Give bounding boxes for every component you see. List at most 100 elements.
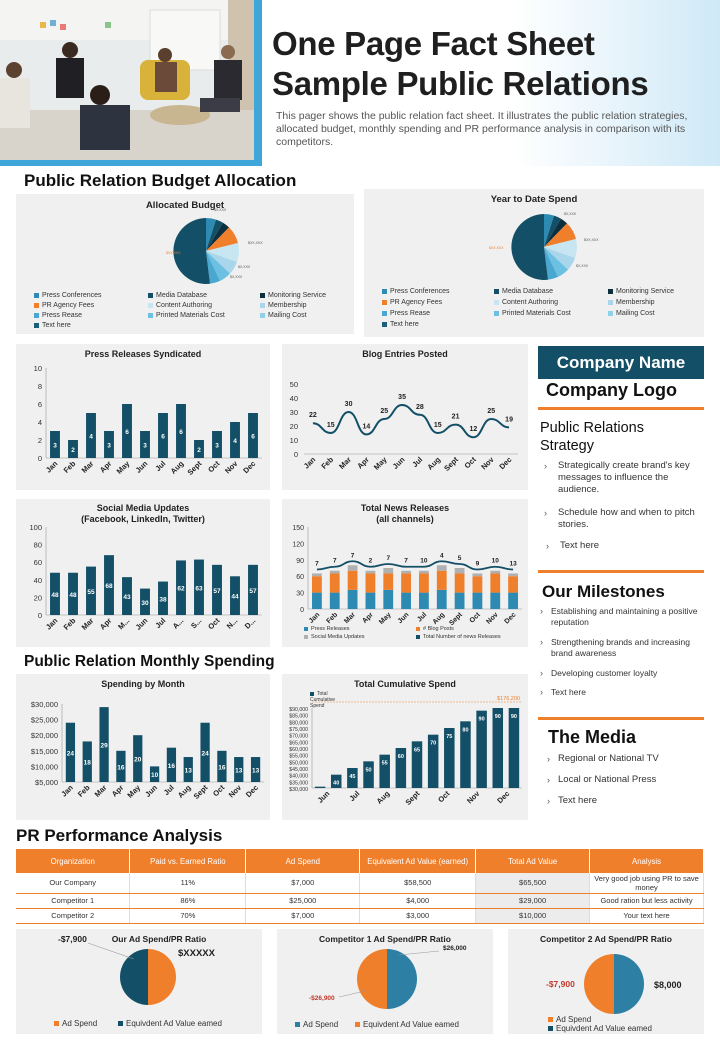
media-item: › Text here [547,795,598,806]
x-tick-label: Dec [495,789,511,805]
x-tick-label: Jun [134,459,150,475]
x-tick-label: Apr [98,616,114,632]
data-label: 90 [479,717,485,723]
legend-swatch [260,302,265,308]
competitor1-ratio-pie [338,949,440,1009]
pie-slice [544,215,561,247]
legend-swatch [148,302,153,308]
data-label: 40 [333,780,339,786]
x-tick-label: Aug [425,455,442,472]
data-label: 22 [309,412,317,419]
chart-title: Press Releases Syndicated [84,349,202,359]
legend-item: Printed Materials Cost [148,312,225,319]
bar [411,741,423,788]
y-tick-label: 0 [300,607,304,614]
table-cell: $3,000 [359,908,477,924]
data-label: 10 [151,772,159,779]
header-background [262,0,720,166]
bar [65,722,76,782]
bar [86,413,96,458]
table-cell: Our Company [16,873,131,894]
legend-item: Press Rease [34,312,82,319]
legend-swatch [548,1017,553,1023]
chevron-right-icon: › [547,754,550,764]
bar-segment [472,576,483,593]
svg-text:$XX,XXX: $XX,XXX [248,241,263,245]
data-label: 48 [69,592,77,599]
y-tick-label: 6 [38,400,42,409]
y-tick-label: $55,000 [289,754,308,760]
data-label: 16 [117,764,125,771]
legend-item: Total Cumulative Spend [310,691,336,709]
bar [183,757,193,782]
legend-item: # Blog Posts [416,626,454,632]
x-tick-label: Nov [479,454,496,471]
bar-segment [454,573,465,593]
chart-subtitle: (Facebook, LinkedIn, Twitter) [81,514,205,524]
chart-title: Allocated Budget [145,200,225,211]
data-label: 7 [386,555,390,562]
pie-slice [206,218,216,251]
bar [122,404,132,458]
chart-subtitle: (all channels) [376,514,434,524]
legend-item: Press Releases [304,626,350,632]
bar [140,588,150,615]
bar [250,757,261,782]
divider [538,717,704,720]
legend-item: Text here [34,322,71,329]
pie-slice [206,227,238,251]
data-label: 6 [251,434,255,441]
data-label: 5 [458,555,462,562]
x-tick-label: Apr [110,783,126,799]
y-tick-label: 60 [34,558,42,567]
performance-section-title: PR Performance Analysis [16,826,223,845]
legend-item: Content Authoring [148,302,212,309]
table-cell: $10,000 [475,908,591,924]
legend-item: PR Agency Fees [34,302,94,309]
bar-segment [347,589,358,609]
data-label: 10 [492,558,500,565]
x-tick-label: Nov [485,611,499,625]
pie-slice [206,251,220,284]
legend-swatch [310,691,314,696]
legend-item: Monitoring Service [260,292,326,299]
column-header: Analysis [589,849,704,873]
bar [158,581,168,615]
y-tick-label: $10,000 [31,762,58,771]
x-tick-label: Oct [206,459,222,475]
data-label: 13 [509,560,517,567]
pie-slice [544,223,576,247]
series-line [312,403,510,439]
spending-by-month-panel: Spending by Month $5,000 $10,000 $15,000 $2… [16,674,270,820]
data-label: 2 [197,447,201,454]
bar-segment [312,573,322,577]
bar-segment [436,570,447,590]
y-tick-label: 60 [296,574,304,581]
bar [476,710,487,788]
y-tick-label: 30 [296,591,304,598]
legend-item: Printed Materials Cost [494,310,571,317]
svg-text:$X,XXX: $X,XXX [214,208,227,212]
bar-segment [347,570,358,590]
milestone-item: › Text here [540,687,586,697]
pie-slice [357,949,387,1009]
legend-swatch [494,299,499,305]
budget-section-title: Public Relation Budget Allocation [24,171,297,190]
data-label: 6 [161,434,165,441]
x-tick-label: Feb [319,455,335,471]
competitor1-ratio-panel: Competitor 1 Ad Spend/PR Ratio -$26,900 … [277,929,493,1034]
x-tick-label: Nov [227,782,244,799]
legend-item: Monitoring Service [608,288,674,295]
x-tick-label: Dec [241,459,257,475]
our-ratio-panel: Our Ad Spend/PR Ratio -$7,900 $XXXXX Ad … [16,929,262,1034]
table-cell: $7,000 [245,908,361,924]
y-tick-label: $40,000 [289,774,308,780]
bar-segment [329,592,340,609]
data-label: 75 [446,734,452,740]
data-label: 55 [87,589,95,596]
y-tick-label: 150 [292,525,304,532]
pie-slice [544,218,567,247]
y-tick-label: 0 [294,450,298,459]
legend-swatch [355,1022,360,1028]
data-label: 24 [201,750,209,757]
